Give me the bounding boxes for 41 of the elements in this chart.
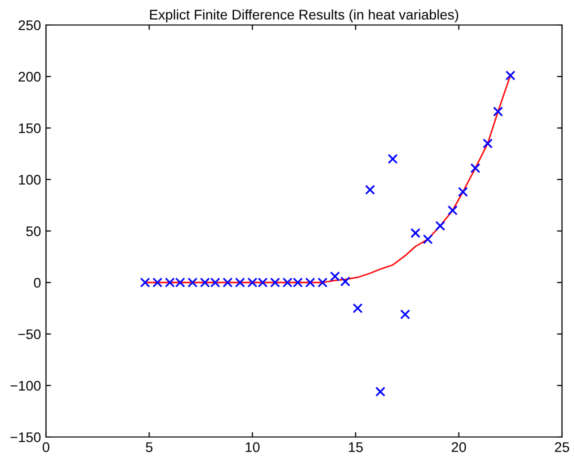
line-series [144,74,512,284]
point [435,220,446,231]
point [235,278,246,288]
x-tick-label: 15 [348,442,363,452]
point [410,228,420,238]
point [305,278,316,288]
x-tick-label: 25 [554,442,570,452]
point [493,106,504,117]
y-tick-label: 150 [19,123,41,134]
point [400,309,410,320]
point [352,303,363,314]
y-tick-label: −100 [10,380,41,391]
point [375,386,386,397]
y-tick-label: 200 [18,72,41,82]
x-tick-label: 0 [42,442,50,452]
point [482,138,493,148]
point [222,278,233,288]
point [422,234,433,244]
y-tick-label: 50 [26,226,41,236]
point [318,278,328,288]
point [152,278,162,288]
point [140,278,150,288]
y-tick-label: 250 [18,20,41,30]
point [330,271,340,282]
point [340,276,350,286]
y-tick-label: −150 [10,432,41,442]
x-tick-label: 20 [452,442,466,452]
chart-title: Explict Finite Difference Results (in heat variables) [150,9,458,22]
x-tick-label: 5 [146,442,152,452]
x-tick-label: 10 [246,442,260,452]
y-tick-label: 100 [19,174,41,185]
point [188,278,198,288]
point [365,184,376,195]
point [458,186,468,197]
point [270,278,280,288]
point [470,163,480,174]
point [448,205,458,216]
point [388,154,398,164]
y-tick-label: 0 [34,278,41,288]
y-tick-label: −50 [18,329,41,340]
point [505,70,516,80]
